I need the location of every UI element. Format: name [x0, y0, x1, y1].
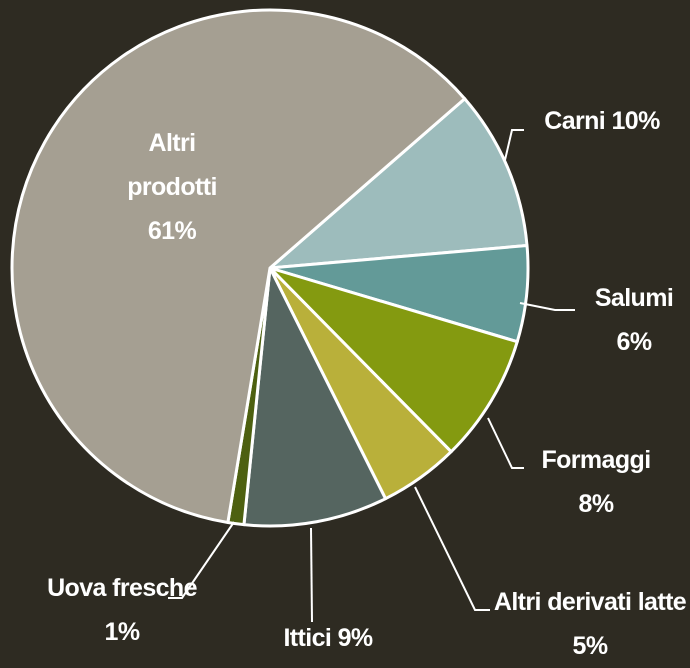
leader-line [310, 527, 313, 623]
value-label: 5% [572, 632, 609, 660]
category-name: Formaggi [541, 446, 651, 474]
slice-label: Carni 10% [512, 99, 690, 143]
leader-line [519, 302, 575, 311]
category-name: Carni [544, 107, 606, 135]
leader-line [168, 521, 235, 599]
category-name: Salumi [594, 284, 674, 312]
value-label: 8% [578, 490, 615, 518]
slice-label: Formaggi 8% [526, 438, 666, 526]
category-name: Ittici [283, 624, 332, 652]
value-label: 6% [616, 328, 653, 356]
pie-slice [268, 266, 519, 454]
value-label: 61% [147, 217, 197, 245]
leader-line [487, 417, 524, 469]
leader-line [504, 129, 524, 161]
value-label: 1% [104, 618, 141, 646]
slice-label: Altri prodotti 61% [107, 121, 237, 253]
value-label: 10% [611, 107, 661, 135]
category-name: Altri prodotti [127, 129, 217, 201]
slice-label: Salumi 6% [579, 276, 689, 364]
leader-line [414, 486, 490, 611]
pie-slice [242, 266, 388, 528]
slice-label: Uova fresche 1% [47, 566, 197, 654]
category-name: Altri derivati latte [493, 588, 687, 616]
slice-label: Altri derivati latte 5% [490, 580, 690, 668]
slice-label: Ittici 9% [258, 616, 398, 660]
pie-slice [268, 97, 529, 270]
category-name: Uova fresche [47, 574, 197, 602]
value-label: 9% [337, 624, 374, 652]
pie-slice [10, 8, 467, 525]
